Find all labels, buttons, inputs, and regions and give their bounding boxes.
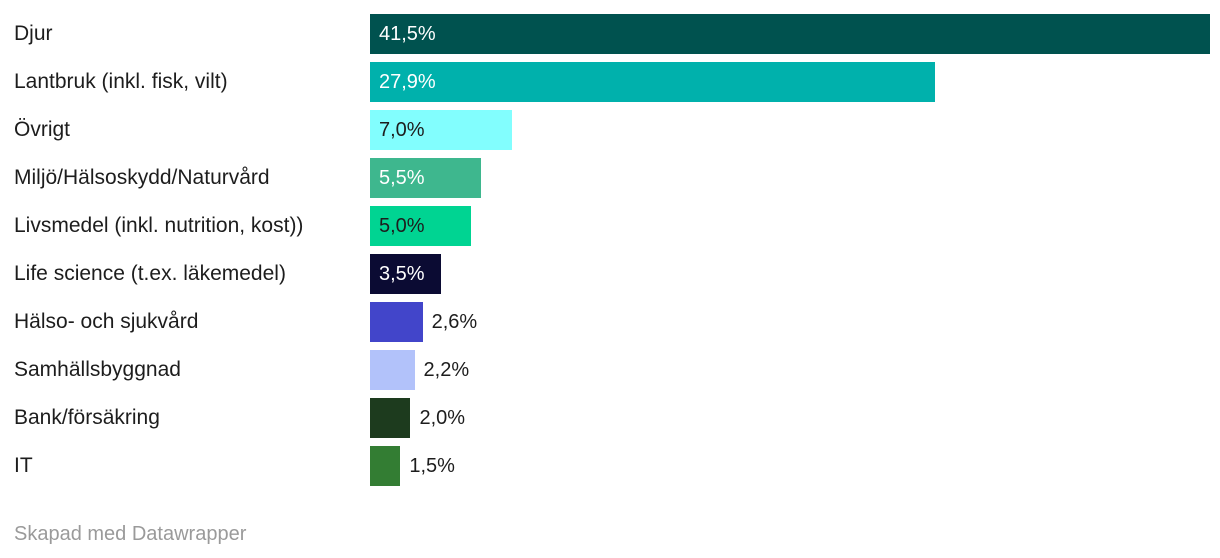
value-label: 2,6% (431, 310, 478, 333)
category-label: Bank/försäkring (14, 406, 160, 429)
bar: 5,0% (370, 206, 472, 246)
value-label: 27,9% (379, 70, 436, 93)
chart-row: Hälso- och sjukvård 2,6% (0, 298, 1220, 346)
category-label: Lantbruk (inkl. fisk, vilt) (14, 70, 228, 93)
category-label: Övrigt (14, 118, 71, 141)
bar: 41,5% (370, 14, 1210, 54)
bar (370, 446, 401, 486)
chart-row: Djur 41,5% (0, 10, 1220, 58)
bar-area: 7,0% (370, 106, 1220, 154)
attribution-text: Skapad med Datawrapper (14, 523, 247, 545)
value-label: 2,2% (423, 358, 470, 381)
chart-row: Övrigt 7,0% (0, 106, 1220, 154)
value-label: 1,5% (409, 454, 455, 477)
bar-area: 5,0% (370, 202, 1220, 250)
bar: 7,0% (370, 110, 512, 150)
bar-chart-rows: Djur 41,5% Lantbruk (inkl. fisk, vilt) 2… (0, 10, 1220, 490)
category-label: Livsmedel (inkl. nutrition, kost)) (14, 214, 304, 237)
value-label: 5,0% (379, 214, 425, 237)
bar-area: 1,5% (370, 442, 1220, 490)
bar (370, 350, 415, 390)
chart-row: Samhällsbyggnad 2,2% (0, 346, 1220, 394)
value-label: 5,5% (379, 166, 425, 189)
chart-row: Bank/försäkring 2,0% (0, 394, 1220, 442)
bar-area: 27,9% (370, 58, 1220, 106)
category-label: Miljö/Hälsoskydd/Naturvård (14, 166, 270, 189)
chart-row: IT 1,5% (0, 442, 1220, 490)
bar-area: 41,5% (370, 10, 1220, 58)
chart-row: Life science (t.ex. läkemedel) 3,5% (0, 250, 1220, 298)
value-label: 7,0% (379, 118, 425, 141)
value-label: 3,5% (379, 262, 425, 285)
category-label: IT (14, 454, 33, 477)
value-label: 2,0% (419, 406, 466, 429)
bar (370, 398, 411, 438)
bar-area: 3,5% (370, 250, 1220, 298)
bar: 5,5% (370, 158, 482, 198)
chart-row: Lantbruk (inkl. fisk, vilt) 27,9% (0, 58, 1220, 106)
bar (370, 302, 423, 342)
category-label: Hälso- och sjukvård (14, 310, 199, 333)
value-label: 41,5% (379, 22, 436, 45)
category-label: Life science (t.ex. läkemedel) (14, 262, 286, 285)
category-label: Djur (14, 22, 53, 45)
category-label: Samhällsbyggnad (14, 358, 181, 381)
bar-area: 2,0% (370, 394, 1220, 442)
bar: 27,9% (370, 62, 935, 102)
chart-row: Livsmedel (inkl. nutrition, kost)) 5,0% (0, 202, 1220, 250)
bar: 3,5% (370, 254, 441, 294)
bar-area: 2,6% (370, 298, 1220, 346)
chart-row: Miljö/Hälsoskydd/Naturvård 5,5% (0, 154, 1220, 202)
bar-area: 5,5% (370, 154, 1220, 202)
bar-area: 2,2% (370, 346, 1220, 394)
